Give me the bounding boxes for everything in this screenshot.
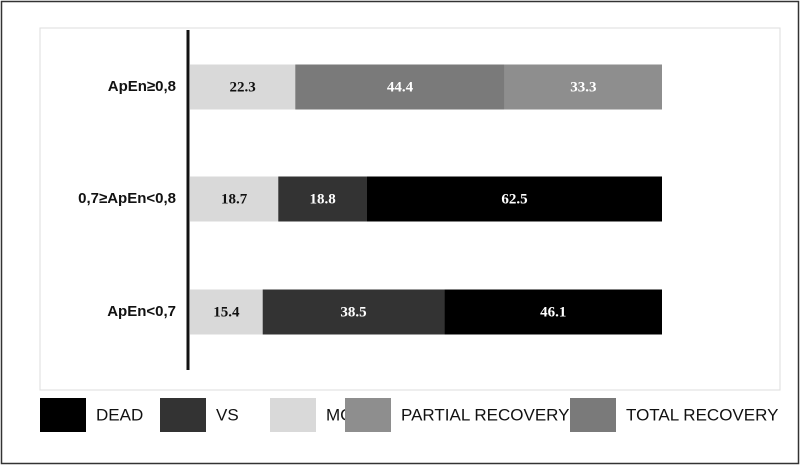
legend-label: PARTIAL RECOVERY [401, 405, 569, 424]
value-label: 44.4 [387, 79, 414, 95]
category-label: 0,7≥ApEn<0,8 [78, 190, 176, 207]
legend-swatch [345, 398, 391, 432]
value-label: 46.1 [540, 304, 566, 320]
category-label: ApEn<0,7 [107, 303, 176, 320]
bar-segment [262, 289, 445, 335]
value-label: 62.5 [501, 191, 527, 207]
value-label: 22.3 [230, 79, 256, 95]
value-label: 18.8 [310, 191, 336, 207]
value-label: 15.4 [213, 304, 240, 320]
legend-label: VS [216, 405, 239, 424]
bar-segment [444, 289, 662, 335]
category-label: ApEn≥0,8 [108, 78, 176, 95]
value-label: 38.5 [340, 304, 366, 320]
bar-segment [504, 64, 662, 110]
legend-label: DEAD [96, 405, 143, 424]
legend-swatch [40, 398, 86, 432]
value-label: 33.3 [570, 79, 596, 95]
legend-swatch [270, 398, 316, 432]
bar-segment [278, 176, 367, 222]
bar-segment [190, 64, 296, 110]
bar-segment [295, 64, 505, 110]
legend-swatch [160, 398, 206, 432]
legend-swatch [570, 398, 616, 432]
legend-label: TOTAL RECOVERY [626, 405, 778, 424]
bar-segment [190, 176, 279, 222]
value-label: 18.7 [221, 191, 248, 207]
bar-segment [367, 176, 662, 222]
bar-segment [190, 289, 263, 335]
